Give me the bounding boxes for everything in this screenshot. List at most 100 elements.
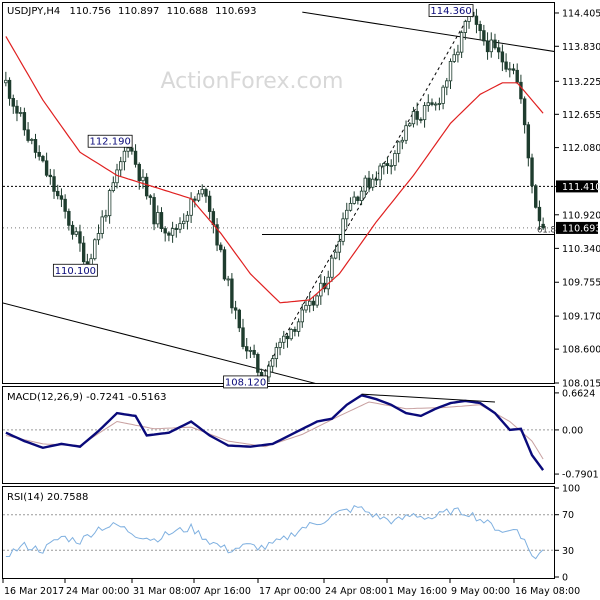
candle-body	[408, 123, 412, 127]
candle-body	[11, 98, 15, 107]
price-panel-frame	[2, 2, 555, 384]
time-tick-label: 17 Apr 00:00	[259, 586, 321, 597]
rsi-tick-label: 30	[562, 546, 574, 557]
fibonacci-label: 61.8	[537, 225, 556, 235]
candle-body	[178, 223, 182, 230]
candle-body	[63, 198, 67, 212]
candle-body	[207, 195, 212, 212]
candle-body	[141, 176, 145, 182]
candle-body	[534, 185, 538, 208]
rsi-title: RSI(14) 20.7588	[7, 492, 88, 503]
candle-body	[315, 295, 319, 306]
candle-body	[363, 177, 367, 192]
candle-body	[256, 353, 260, 373]
candle-body	[411, 111, 416, 125]
candle-body	[370, 178, 375, 188]
candle-body	[456, 51, 460, 56]
candle-body	[270, 358, 275, 367]
candle-body	[500, 51, 505, 63]
candle-body	[400, 139, 405, 143]
high-value: 110.897	[118, 6, 159, 17]
candle-body	[230, 278, 234, 309]
watermark: ActionForex.com	[161, 69, 344, 94]
candle-body	[15, 105, 19, 114]
macd-main-line	[5, 394, 545, 471]
price-annotation-box	[223, 375, 268, 389]
candle-body	[22, 112, 27, 131]
candle-body	[374, 178, 379, 181]
price-annotation-label: 112.190	[89, 137, 130, 148]
current-price-label: 110.693	[562, 223, 600, 234]
candle-body	[504, 61, 508, 70]
candle-body	[378, 165, 382, 181]
candle-body	[530, 157, 534, 187]
price-tick-label: 108.600	[562, 345, 600, 356]
candle-body	[222, 249, 227, 280]
price-candles	[4, 7, 545, 384]
candle-body	[70, 224, 75, 235]
candle-body	[278, 341, 282, 348]
candle-body	[293, 329, 297, 332]
candle-body	[356, 196, 360, 202]
candle-body	[526, 124, 531, 159]
candle-body	[496, 47, 501, 53]
macd-trendline	[361, 393, 496, 403]
macd-title: MACD(12,26,9) -0.7241 -0.5163	[7, 392, 167, 403]
candle-body	[56, 190, 60, 197]
low-value: 110.688	[167, 6, 208, 17]
time-tick-label: 24 Apr 08:00	[325, 586, 387, 597]
candle-body	[182, 220, 186, 225]
candle-body	[422, 105, 427, 121]
candle-body	[67, 210, 71, 226]
macd-axis: 0.6624 0.00 -0.7901	[3, 388, 599, 481]
current-price-tag: 110.693	[556, 221, 600, 234]
candle-body	[33, 139, 38, 153]
candle-body	[245, 346, 249, 352]
candle-body	[482, 30, 486, 42]
candle-body	[359, 190, 364, 202]
candle-body	[30, 139, 34, 141]
candle-body	[137, 163, 141, 182]
chart-header: USDJPY,H4 110.756 110.897 110.688 110.69…	[7, 6, 256, 17]
candle-body	[348, 203, 353, 211]
candle-body	[396, 141, 401, 154]
price-annotation-box	[87, 134, 133, 148]
time-tick-label: 16 May 08:00	[515, 586, 580, 597]
candle-body	[289, 329, 293, 340]
rsi-tick-label: 70	[562, 510, 574, 521]
candle-body	[474, 15, 479, 25]
candle-body	[126, 147, 130, 152]
time-tick-label: 31 Mar 08:00	[133, 586, 196, 597]
time-tick-label: 16 Mar 2017	[4, 586, 64, 597]
candle-body	[385, 163, 390, 167]
candle-body	[81, 242, 86, 263]
candle-body	[382, 163, 386, 167]
candle-body	[493, 39, 497, 49]
candle-body	[519, 81, 523, 100]
candle-body	[437, 103, 442, 105]
price-tick-label: 114.405	[562, 8, 600, 19]
candle-body	[459, 32, 464, 53]
rsi-tick-label: 100	[562, 484, 580, 495]
price-trendlines	[3, 11, 554, 383]
candle-body	[18, 112, 23, 114]
candle-body	[463, 21, 468, 33]
macd-tick-label: 0.6624	[562, 388, 595, 399]
open-value: 110.756	[69, 6, 110, 17]
candle-body	[174, 228, 179, 230]
candle-body	[448, 61, 453, 82]
candle-body	[233, 307, 238, 311]
rsi-panel-frame	[2, 486, 555, 579]
macd-tick-label: -0.7901	[562, 470, 599, 481]
candle-body	[248, 349, 253, 352]
candle-body	[26, 129, 30, 141]
candle-body	[204, 188, 208, 197]
candle-body	[441, 86, 445, 104]
candle-body	[511, 68, 516, 71]
candle-body	[352, 196, 356, 204]
price-tick-label: 112.080	[562, 143, 600, 154]
candle-body	[196, 193, 201, 201]
candle-body	[522, 98, 527, 126]
price-tick-label: 109.755	[562, 278, 600, 289]
candle-body	[393, 153, 397, 166]
